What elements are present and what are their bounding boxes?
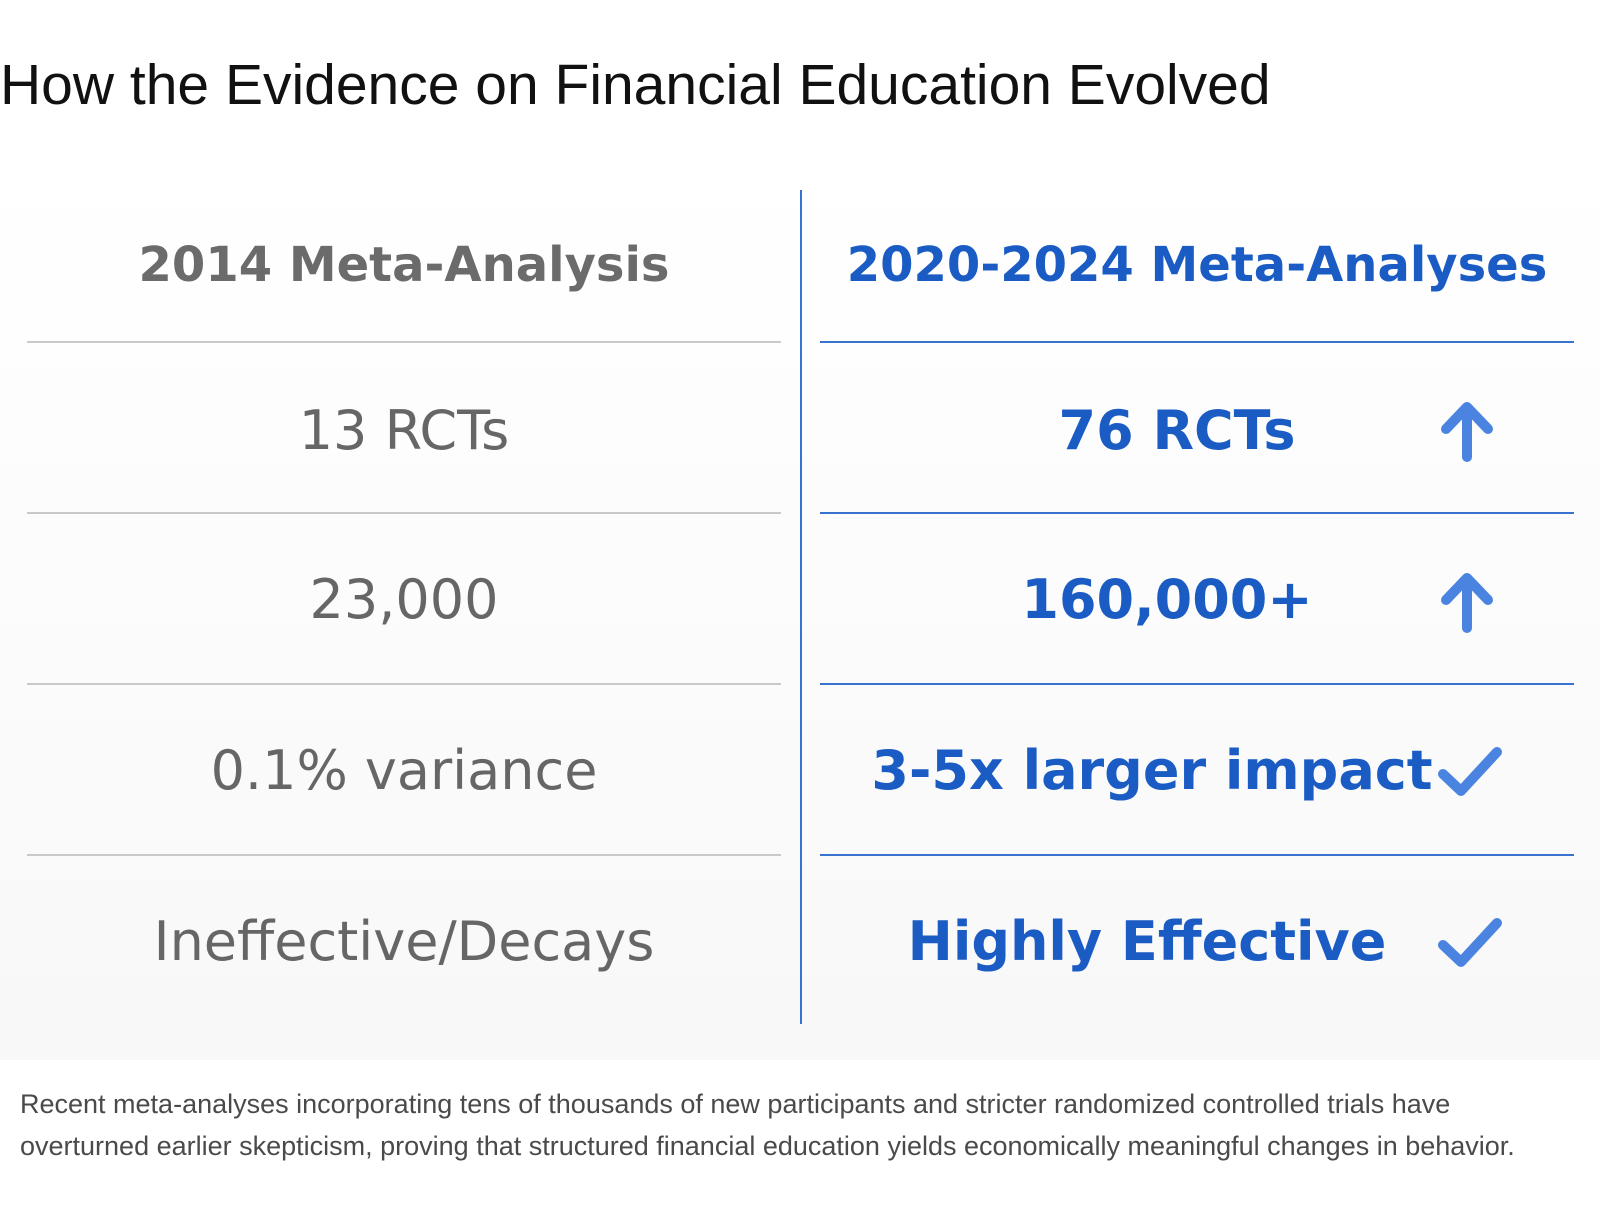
left-value-rcts: 13 RCTs xyxy=(298,398,510,462)
right-row-divider xyxy=(820,512,1574,514)
check-icon xyxy=(1438,747,1502,796)
right-row-divider xyxy=(820,854,1574,856)
right-value-impact: 3-5x larger impact xyxy=(871,738,1433,802)
column-divider xyxy=(800,190,802,1024)
left-row-divider xyxy=(27,683,781,685)
left-column-header: 2014 Meta-Analysis xyxy=(138,237,670,293)
left-value-participants: 23,000 xyxy=(309,567,499,631)
arrow-up-icon xyxy=(1441,402,1493,462)
right-column: 2020-2024 Meta-Analyses 76 RCTs 160,000+… xyxy=(820,190,1574,1024)
left-value-conclusion: Ineffective/Decays xyxy=(153,909,655,973)
left-row-divider xyxy=(27,854,781,856)
arrow-up-icon xyxy=(1441,573,1493,633)
page-title: How the Evidence on Financial Education … xyxy=(0,53,1271,117)
footnote-caption: Recent meta-analyses incorporating tens … xyxy=(20,1089,1515,1161)
right-value-conclusion: Highly Effective xyxy=(907,909,1387,973)
right-row-divider xyxy=(820,683,1574,685)
right-value-participants: 160,000+ xyxy=(1021,567,1313,631)
right-column-header: 2020-2024 Meta-Analyses xyxy=(846,237,1548,293)
left-row-divider xyxy=(27,512,781,514)
check-icon xyxy=(1438,918,1502,967)
right-value-rcts: 76 RCTs xyxy=(1058,398,1296,462)
right-row-divider xyxy=(820,341,1574,343)
left-row-divider xyxy=(27,341,781,343)
left-value-variance: 0.1% variance xyxy=(210,738,598,802)
left-column: 2014 Meta-Analysis 13 RCTs 23,000 0.1% v… xyxy=(27,190,781,1024)
